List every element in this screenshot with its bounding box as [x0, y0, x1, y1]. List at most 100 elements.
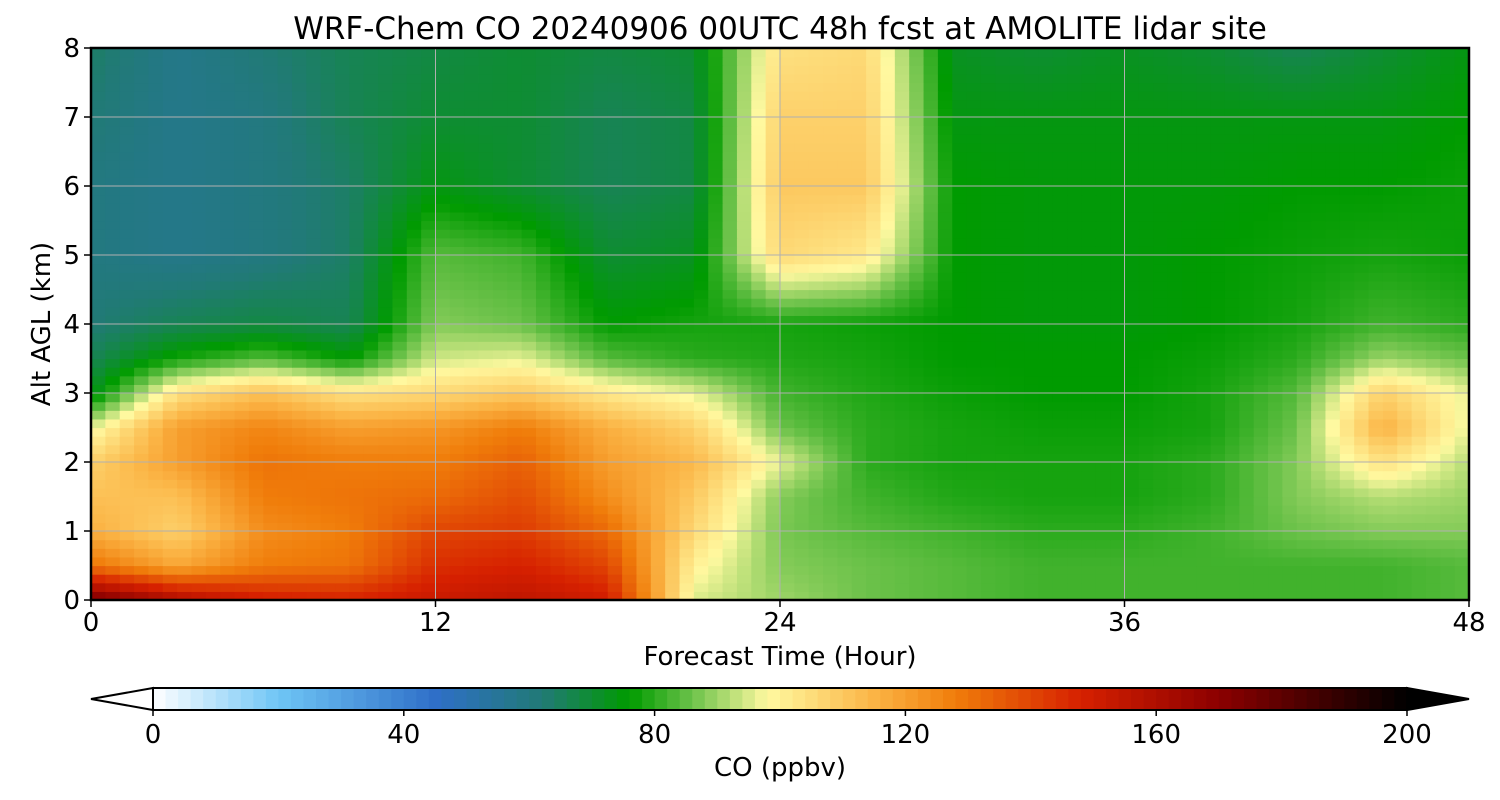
heatmap-cell — [464, 367, 480, 377]
heatmap-cell — [1311, 487, 1327, 498]
heatmap-cell — [1239, 194, 1255, 204]
heatmap-cell — [1038, 358, 1054, 368]
heatmap-cell — [1354, 418, 1370, 429]
heatmap-cell — [291, 462, 307, 472]
heatmap-cell — [722, 160, 738, 170]
heatmap-cell — [736, 255, 752, 265]
heatmap-cell — [535, 272, 551, 282]
heatmap-cell — [119, 211, 135, 222]
heatmap-cell — [1038, 470, 1054, 480]
heatmap-cell — [1411, 591, 1427, 600]
heatmap-cell — [1167, 211, 1183, 222]
heatmap-cell — [837, 418, 853, 429]
heatmap-cell — [105, 531, 121, 541]
heatmap-cell — [291, 556, 307, 567]
heatmap-cell — [1268, 194, 1283, 204]
heatmap-cell — [1196, 462, 1212, 472]
heatmap-cell — [1325, 462, 1341, 472]
heatmap-cell — [1124, 211, 1140, 222]
heatmap-cell — [363, 280, 379, 291]
heatmap-cell — [335, 349, 350, 360]
heatmap-cell — [579, 436, 594, 446]
heatmap-cell — [1167, 375, 1183, 385]
heatmap-cell — [966, 531, 982, 541]
heatmap-cell — [751, 375, 767, 385]
heatmap-cell — [177, 565, 193, 575]
heatmap-cell — [220, 289, 236, 299]
heatmap-cell — [191, 427, 207, 437]
heatmap-cell — [1124, 272, 1140, 282]
heatmap-cell — [665, 220, 681, 230]
heatmap-cell — [1239, 393, 1255, 403]
heatmap-cell — [148, 479, 164, 489]
heatmap-cell — [1282, 151, 1298, 161]
heatmap-cell — [492, 151, 508, 161]
heatmap-cell — [579, 298, 594, 308]
heatmap-cell — [349, 513, 365, 523]
heatmap-cell — [535, 513, 551, 523]
heatmap-cell — [607, 211, 623, 222]
heatmap-cell — [593, 255, 609, 265]
heatmap-cell — [1167, 203, 1183, 213]
heatmap-cell — [291, 349, 307, 360]
heatmap-cell — [1081, 531, 1097, 541]
heatmap-cell — [291, 453, 307, 463]
heatmap-cell — [1268, 513, 1283, 523]
heatmap-cell — [349, 418, 365, 429]
heatmap-cell — [1138, 401, 1154, 411]
heatmap-cell — [406, 548, 422, 558]
heatmap-cell — [1153, 375, 1169, 385]
heatmap-cell — [234, 539, 250, 549]
heatmap-cell — [937, 487, 953, 498]
heatmap-cell — [478, 349, 494, 360]
heatmap-cell — [679, 263, 695, 273]
heatmap-cell — [966, 574, 982, 584]
heatmap-cell — [248, 505, 264, 515]
heatmap-cell — [1124, 462, 1140, 472]
heatmap-cell — [1425, 453, 1441, 463]
heatmap-cell — [607, 272, 623, 282]
heatmap-cell — [177, 470, 193, 480]
heatmap-cell — [1181, 168, 1197, 178]
heatmap-cell — [1153, 401, 1169, 411]
heatmap-cell — [1067, 332, 1083, 342]
heatmap-cell — [1153, 315, 1169, 325]
heatmap-cell — [1354, 479, 1370, 489]
heatmap-cell — [794, 272, 810, 282]
heatmap-cell — [722, 151, 738, 161]
heatmap-cell — [435, 565, 451, 575]
heatmap-cell — [708, 367, 724, 377]
heatmap-cell — [205, 591, 221, 600]
heatmap-cell — [650, 487, 666, 498]
heatmap-cell — [1425, 574, 1441, 584]
heatmap-cell — [234, 470, 250, 480]
heatmap-cell — [837, 332, 853, 342]
heatmap-cell — [1210, 436, 1226, 446]
heatmap-cell — [1009, 220, 1025, 230]
heatmap-cell — [478, 298, 494, 308]
heatmap-cell — [636, 410, 652, 420]
heatmap-cell — [1440, 548, 1456, 558]
heatmap-cell — [521, 186, 537, 196]
heatmap-cell — [1440, 211, 1456, 222]
heatmap-cell — [952, 444, 968, 454]
heatmap-cell — [1167, 160, 1183, 170]
heatmap-cell — [679, 220, 695, 230]
heatmap-cell — [1411, 246, 1427, 256]
heatmap-cell — [349, 272, 365, 282]
heatmap-cell — [91, 306, 106, 316]
heatmap-cell — [966, 505, 982, 515]
heatmap-cell — [880, 496, 896, 506]
heatmap-cell — [191, 272, 207, 282]
heatmap-cell — [851, 367, 867, 377]
heatmap-cell — [693, 539, 709, 549]
heatmap-cell — [1196, 384, 1212, 394]
heatmap-cell — [1411, 574, 1427, 584]
heatmap-cell — [650, 582, 666, 592]
heatmap-cell — [866, 427, 882, 437]
heatmap-cell — [736, 556, 752, 567]
heatmap-cell — [392, 505, 408, 515]
heatmap-cell — [708, 436, 724, 446]
heatmap-cell — [679, 462, 695, 472]
